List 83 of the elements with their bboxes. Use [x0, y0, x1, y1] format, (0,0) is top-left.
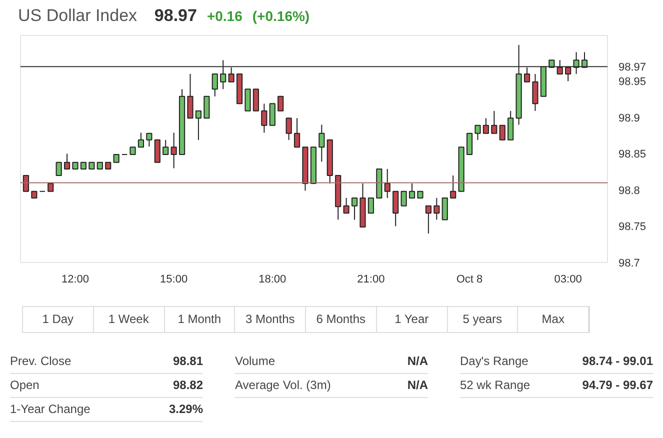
candlestick: [261, 103, 268, 134]
candlestick: [450, 174, 456, 198]
text: Prev. Close: [10, 353, 72, 370]
text: 1-Year Change: [10, 401, 90, 418]
text: Volume: [235, 353, 276, 370]
candlestick: [187, 73, 194, 119]
text: 1 Week: [94, 307, 164, 332]
text: 5 years: [448, 307, 518, 332]
candlestick: [482, 118, 489, 134]
candlestick: [351, 197, 358, 220]
text: N/A: [407, 353, 428, 370]
text: N/A: [407, 377, 428, 394]
candlestick: [204, 96, 210, 119]
y-tick-label: 98.9: [618, 112, 640, 124]
candlestick: [343, 197, 350, 214]
candlestick: [491, 110, 498, 134]
candlestick: [64, 153, 70, 170]
candlestick: [425, 205, 432, 234]
candlestick: [474, 124, 481, 140]
x-tick-label: 21:00: [357, 274, 385, 286]
candlestick: [556, 60, 563, 74]
x-tick-label: Oct 8: [456, 274, 483, 286]
candlestick: [146, 132, 152, 147]
candlestick: [220, 60, 226, 90]
candlestick: [269, 103, 276, 126]
candlestick: [170, 132, 177, 169]
x-tick-label: 12:00: [61, 274, 90, 286]
y-tick-label: 98.8: [618, 184, 640, 197]
candlestick: [400, 190, 407, 206]
candlestick: [138, 132, 144, 148]
x-tick-label: 18:00: [258, 274, 286, 286]
text: Day's Range: [460, 353, 528, 370]
candlestick: [22, 174, 30, 192]
candlestick: [252, 88, 260, 112]
candlestick: [56, 162, 62, 176]
y-tick-label: 98.95: [618, 76, 646, 88]
ref-line-label: 98.97: [618, 62, 646, 74]
text: 1 Year: [376, 307, 448, 332]
candlestick: [294, 118, 300, 148]
candlestick: [466, 132, 473, 155]
text: 1 Month: [164, 307, 236, 332]
text: Average Vol. (3m): [235, 377, 331, 394]
text: 1 Day: [23, 307, 94, 332]
y-tick-label: 98.85: [618, 148, 646, 161]
candlestick: [434, 197, 440, 220]
x-tick-label: 03:00: [554, 274, 582, 286]
candlestick: [162, 139, 169, 155]
text: 3 Months: [235, 307, 306, 332]
candlestick: [508, 110, 514, 140]
candlestick: [195, 110, 202, 140]
candlestick: [499, 124, 506, 140]
text: (+0.16%): [252, 8, 310, 24]
text: +0.16: [206, 8, 242, 24]
candlestick: [392, 190, 399, 227]
candlestick: [408, 182, 416, 198]
text: 98.74 - 99.01: [582, 353, 653, 370]
candlestick: [565, 66, 572, 82]
candlestick: [368, 197, 374, 214]
candlestick: [573, 52, 580, 74]
candlestick: [442, 197, 448, 220]
candlestick: [318, 124, 325, 162]
candlestick: [278, 96, 284, 112]
y-tick-label: 98.75: [618, 221, 646, 234]
text: 3.29%: [168, 401, 203, 418]
text: 52 wk Range: [460, 377, 530, 394]
text: 98.81: [172, 353, 203, 370]
text: Max: [518, 307, 589, 332]
text: Open: [10, 377, 40, 394]
text: 94.79 - 99.67: [582, 377, 653, 394]
text: 98.97: [154, 6, 197, 25]
chart-title: US Dollar Index: [18, 6, 138, 25]
candlestick: [154, 139, 160, 163]
text: 98.82: [172, 377, 203, 394]
candlestick: [228, 66, 234, 82]
candlestick: [524, 66, 530, 82]
candlestick: [212, 73, 218, 97]
candlestick: [244, 88, 251, 112]
x-tick-label: 15:00: [160, 274, 188, 286]
y-tick-label: 98.7: [618, 258, 640, 270]
candlestick: [532, 73, 538, 112]
candlestick: [384, 168, 390, 198]
text: 6 Months: [306, 307, 377, 332]
candlestick: [286, 118, 292, 140]
